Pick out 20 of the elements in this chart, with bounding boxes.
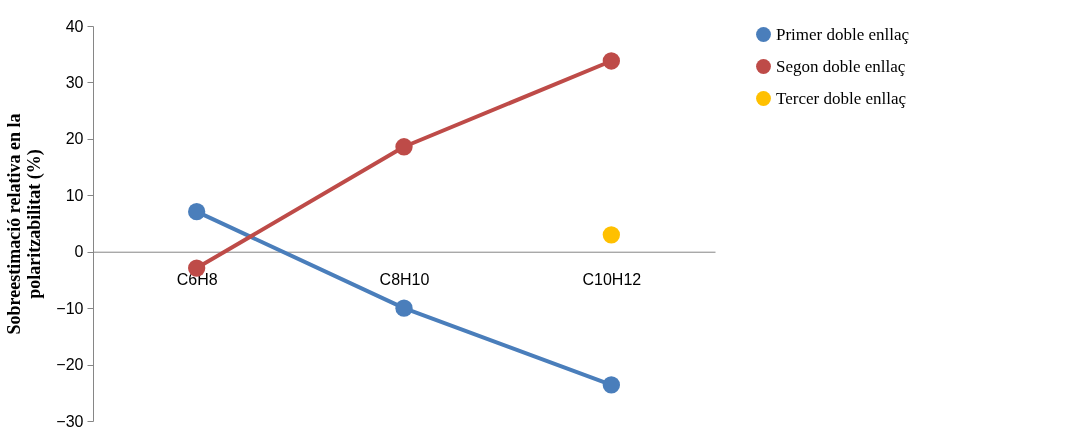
y-tick-label: −30 — [56, 412, 84, 430]
point — [602, 52, 620, 70]
legend-label: Primer doble enllaç — [776, 24, 910, 44]
y-tick-label: 20 — [65, 130, 84, 148]
point — [602, 226, 620, 244]
y-tick-label: −20 — [56, 356, 84, 374]
legend-label: Segon doble enllaç — [776, 56, 906, 76]
point — [395, 299, 413, 317]
y-tick-label: 0 — [74, 243, 84, 261]
point — [602, 376, 620, 394]
y-tick-label: 40 — [65, 17, 84, 35]
point — [395, 138, 413, 156]
x-tick-label: C10H12 — [582, 271, 642, 289]
y-tick-label: 30 — [65, 73, 84, 91]
point — [188, 203, 206, 221]
y-axis-title: Sobreestimació relativa en la polaritzabilitat (%) — [4, 113, 46, 335]
x-tick-label: C8H10 — [379, 271, 430, 289]
y-tick-label: 10 — [65, 186, 84, 204]
legend-label: Tercer doble enllaç — [776, 88, 907, 108]
y-tick-label: −10 — [56, 299, 84, 317]
